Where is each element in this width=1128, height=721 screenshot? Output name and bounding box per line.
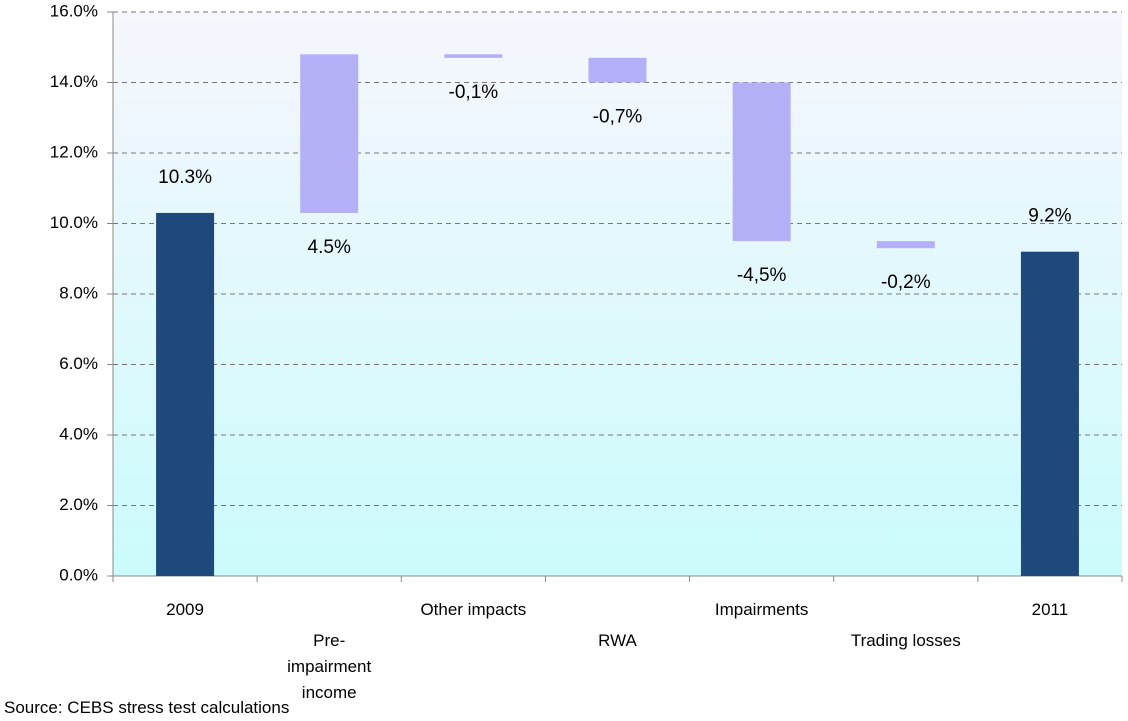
- value-label: 10.3%: [158, 167, 212, 188]
- y-tick-label: 10.0%: [50, 213, 98, 232]
- bar: [1020, 251, 1079, 576]
- value-label: 9.2%: [1028, 206, 1071, 227]
- x-tick-label: Pre-impairment income: [287, 631, 372, 702]
- x-tick-label: Impairments: [714, 600, 809, 619]
- value-label: -0,1%: [449, 82, 499, 103]
- value-label: -0,2%: [881, 272, 931, 293]
- y-tick-label: 4.0%: [59, 424, 98, 443]
- bar: [876, 241, 935, 249]
- y-tick-label: 16.0%: [50, 1, 98, 20]
- value-label: 4.5%: [308, 237, 351, 258]
- value-label: -0,7%: [593, 107, 643, 128]
- y-tick-label: 8.0%: [59, 283, 98, 302]
- source-note: Source: CEBS stress test calculations: [4, 698, 290, 717]
- y-tick-label: 14.0%: [50, 72, 98, 91]
- y-tick-label: 6.0%: [59, 354, 98, 373]
- x-tick-label: Trading losses: [850, 631, 961, 650]
- y-tick-label: 2.0%: [59, 495, 98, 514]
- bar: [588, 57, 647, 83]
- bar: [300, 54, 359, 213]
- bar: [732, 82, 791, 242]
- y-tick-label: 12.0%: [50, 142, 98, 161]
- x-tick-label: 2011: [1031, 600, 1069, 619]
- x-tick-label: RWA: [598, 631, 637, 650]
- y-tick-label: 0.0%: [59, 565, 98, 584]
- x-tick-label: 2009: [166, 600, 204, 619]
- x-tick-label: Other impacts: [420, 600, 527, 619]
- bar: [156, 212, 215, 577]
- value-label: -4,5%: [737, 265, 787, 286]
- bar: [444, 54, 503, 58]
